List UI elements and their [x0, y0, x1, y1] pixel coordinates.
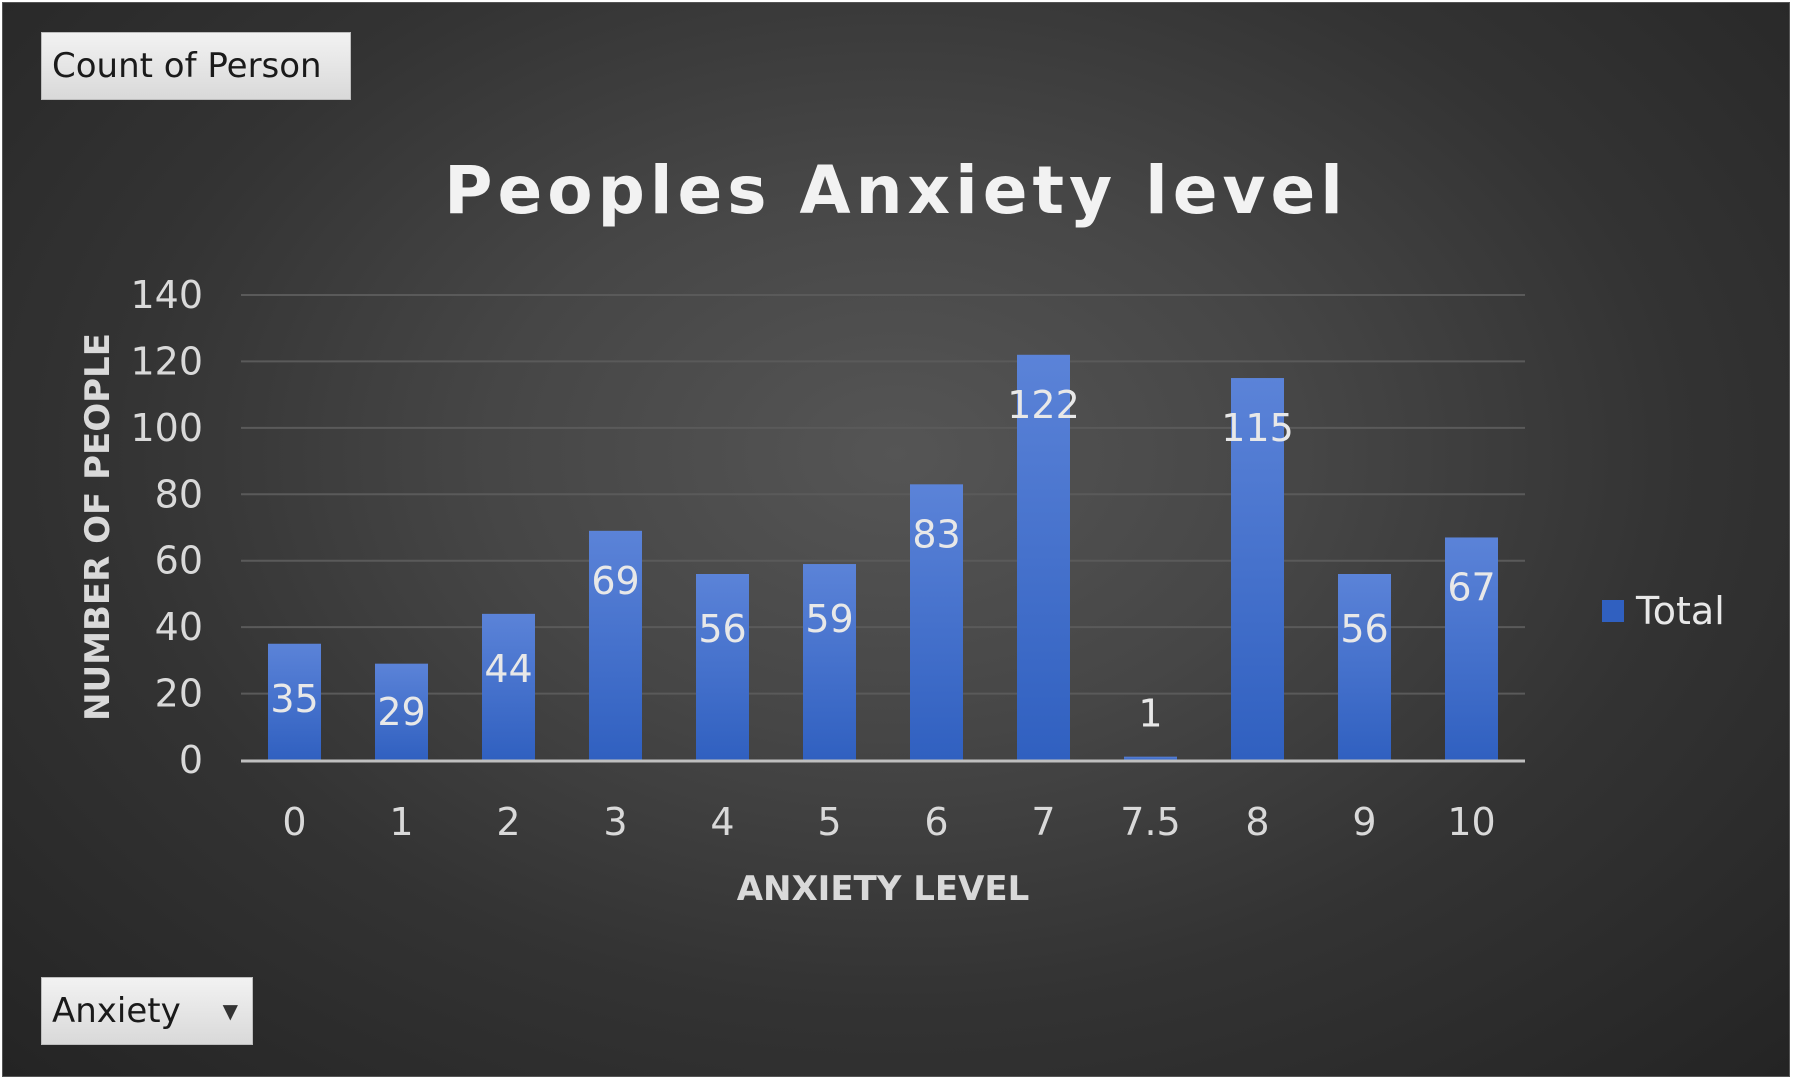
x-tick-label: 7	[1031, 800, 1055, 844]
x-axis-title: ANXIETY LEVEL	[737, 869, 1030, 909]
y-tick-label: 80	[155, 472, 203, 516]
gridlines	[241, 294, 1525, 695]
bar-0[interactable]	[268, 643, 321, 760]
bar-4[interactable]	[696, 574, 749, 760]
bar-6[interactable]	[910, 484, 963, 760]
data-label: 1	[1138, 692, 1162, 736]
legend: Total	[1602, 589, 1725, 633]
data-label: 122	[1007, 383, 1080, 427]
bars	[268, 354, 1498, 760]
x-tick-label: 8	[1245, 800, 1269, 844]
bar-9[interactable]	[1338, 574, 1391, 760]
bar-7-5[interactable]	[1124, 756, 1177, 760]
chart-title: Peoples Anxiety level	[444, 152, 1348, 229]
bar-1[interactable]	[375, 663, 428, 760]
x-tick-label: 2	[496, 800, 520, 844]
data-label: 115	[1221, 406, 1294, 450]
bar-2[interactable]	[482, 613, 535, 760]
y-tick-label: 40	[155, 605, 203, 649]
data-label: 69	[591, 559, 639, 603]
bar-8[interactable]	[1231, 378, 1284, 760]
data-label: 83	[912, 512, 960, 556]
y-tick-label: 100	[130, 406, 203, 450]
y-axis-title: NUMBER OF PEOPLE	[78, 333, 118, 721]
x-tick-label: 3	[603, 800, 627, 844]
y-tick-label: 20	[155, 672, 203, 716]
axis-field-label: Anxiety	[52, 991, 181, 1031]
data-labels: 35 29 44 69 56 59 83 122 1 115 56 67	[270, 383, 1495, 736]
y-tick-label: 60	[155, 539, 203, 583]
bar-chart: Peoples Anxiety level 020406080100120140…	[78, 152, 1725, 909]
x-axis-ticks: 0 1 2 3 4 5 6 7 7.5 8 9 10	[282, 800, 1495, 844]
data-label: 56	[698, 607, 746, 651]
value-field-button[interactable]: Count of Person	[41, 32, 351, 100]
data-label: 44	[484, 647, 532, 691]
data-label: 29	[377, 690, 425, 734]
y-axis-ticks: 0 20 40 60 80 100 120 140	[130, 273, 203, 782]
x-tick-label: 7.5	[1120, 800, 1180, 844]
data-label: 35	[270, 677, 318, 721]
x-tick-label: 5	[817, 800, 841, 844]
bar-3[interactable]	[589, 530, 642, 760]
value-field-label: Count of Person	[52, 46, 322, 86]
bar-5[interactable]	[803, 564, 856, 760]
y-tick-label: 140	[130, 273, 203, 317]
x-tick-label: 4	[710, 800, 734, 844]
y-tick-label: 0	[179, 738, 203, 782]
x-tick-label: 10	[1447, 800, 1495, 844]
bar-7[interactable]	[1017, 354, 1070, 760]
x-tick-label: 0	[282, 800, 306, 844]
legend-swatch	[1602, 600, 1624, 622]
dropdown-arrow-icon[interactable]: ▼	[222, 999, 238, 1023]
legend-label: Total	[1635, 589, 1725, 633]
y-tick-label: 120	[130, 339, 203, 383]
data-label: 67	[1447, 565, 1495, 609]
x-tick-label: 6	[924, 800, 948, 844]
data-label: 59	[805, 597, 853, 641]
x-tick-label: 1	[389, 800, 413, 844]
data-label: 56	[1340, 607, 1388, 651]
bar-10[interactable]	[1445, 537, 1498, 760]
x-tick-label: 9	[1352, 800, 1376, 844]
axis-field-dropdown[interactable]: Anxiety ▼	[41, 977, 253, 1045]
